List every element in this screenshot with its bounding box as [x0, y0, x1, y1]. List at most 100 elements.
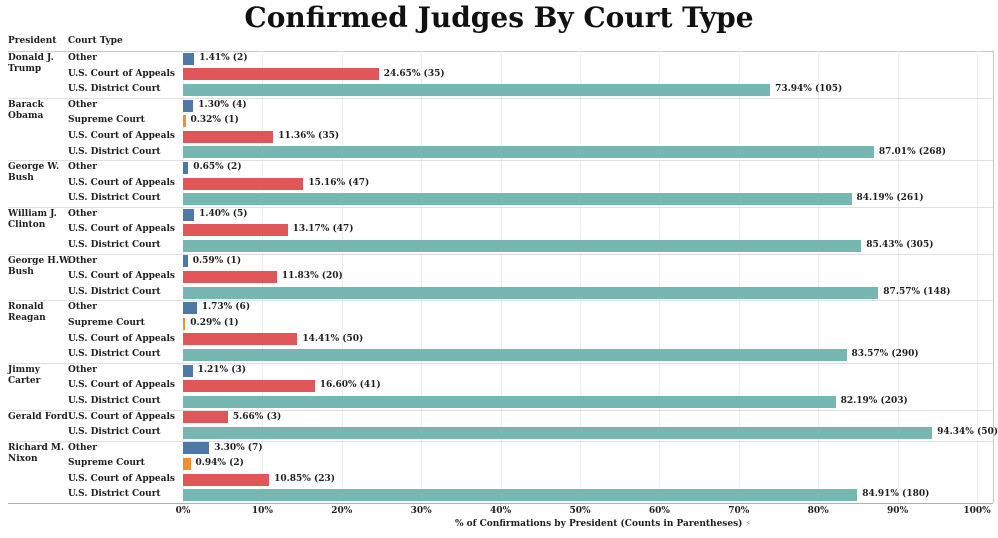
column-header-president: President: [8, 36, 57, 46]
x-axis-tick-label: 90%: [887, 506, 909, 516]
row-header-court-type: U.S. District Court: [68, 349, 161, 360]
bar[interactable]: [183, 130, 274, 143]
row-header-court-type: Supreme Court: [68, 318, 145, 328]
x-axis-tick-label: 40%: [490, 506, 512, 516]
bar[interactable]: [183, 177, 304, 190]
row-header-court-type: U.S. District Court: [68, 240, 161, 250]
gridline: [897, 51, 899, 503]
row-header-president: Donald J. Trump: [8, 53, 54, 74]
row-header-president: Barack Obama: [8, 99, 44, 121]
bar[interactable]: [183, 380, 315, 393]
bar[interactable]: [183, 115, 186, 128]
bar[interactable]: [183, 146, 874, 159]
row-header-court-type: U.S. District Court: [68, 286, 161, 297]
bar[interactable]: [183, 302, 197, 315]
row-header-court-type: U.S. Court of Appeals: [68, 177, 175, 188]
bar[interactable]: [183, 271, 277, 283]
bar[interactable]: [183, 239, 862, 252]
bar-value-label: 85.43% (305): [866, 240, 934, 250]
row-header-court-type: Supreme Court: [68, 458, 145, 469]
x-axis-title: % of Confirmations by President (Counts …: [203, 519, 998, 529]
row-header-president: George H.W. Bush: [8, 255, 71, 277]
gridline: [421, 51, 423, 503]
group-divider-line: [8, 362, 993, 364]
bar[interactable]: [183, 84, 771, 96]
header-divider-line: [8, 51, 993, 52]
row-header-court-type: Other: [68, 364, 98, 375]
x-axis-tick-label: 0%: [175, 506, 191, 516]
gridline: [580, 51, 581, 503]
row-header-court-type: U.S. District Court: [68, 395, 161, 406]
bar[interactable]: [183, 193, 852, 206]
bar-value-label: 10.85% (23): [274, 473, 336, 484]
sort-icon[interactable]: ⚡: [745, 519, 752, 528]
bar-value-label: 84.19% (261): [856, 193, 924, 204]
bar[interactable]: [183, 52, 195, 65]
bar[interactable]: [183, 208, 195, 221]
bar-value-label: 1.73% (6): [201, 302, 251, 313]
row-header-court-type: U.S. District Court: [68, 84, 161, 95]
row-header-president: Richard M. Nixon: [8, 442, 65, 464]
bar[interactable]: [183, 489, 858, 502]
row-header-court-type: U.S. Court of Appeals: [68, 271, 175, 282]
bar[interactable]: [183, 99, 194, 112]
row-header-court-type: Other: [68, 255, 98, 266]
chart-title: Confirmed Judges By Court Type: [244, 1, 754, 34]
bar[interactable]: [183, 348, 847, 361]
x-axis-tick-label: 100%: [963, 506, 991, 516]
bar-value-label: 0.65% (2): [193, 162, 242, 173]
bar[interactable]: [183, 255, 188, 268]
x-axis-tick-label: 30%: [410, 506, 432, 516]
gridline: [977, 51, 978, 503]
column-header-court-type: Court Type: [68, 36, 123, 46]
bar[interactable]: [183, 333, 298, 346]
bar-value-label: 1.21% (3): [197, 364, 246, 375]
bar[interactable]: [183, 364, 193, 377]
bar-value-label: 0.32% (1): [190, 115, 239, 126]
bar[interactable]: [183, 395, 836, 408]
gridline: [818, 51, 820, 503]
bar[interactable]: [183, 473, 270, 486]
bar-value-label: 84.91% (180): [862, 489, 930, 500]
bar-value-label: 11.83% (20): [281, 271, 343, 282]
row-header-court-type: Supreme Court: [68, 115, 145, 126]
bar-value-label: 24.65% (35): [383, 68, 445, 79]
x-axis-tick-label: 70%: [728, 506, 750, 516]
row-header-court-type: U.S. District Court: [68, 193, 161, 204]
bar[interactable]: [183, 224, 288, 237]
x-axis-tick-label: 50%: [569, 506, 591, 516]
row-header-president: Ronald Reagan: [8, 302, 46, 324]
bar[interactable]: [183, 458, 191, 470]
bar[interactable]: [183, 286, 879, 299]
bar-value-label: 82.19% (203): [840, 395, 908, 406]
bar[interactable]: [183, 161, 189, 174]
bar-value-label: 0.94% (2): [195, 458, 244, 469]
row-header-president: George W. Bush: [8, 162, 60, 184]
group-divider-line: [8, 206, 993, 208]
gridline: [738, 51, 740, 503]
group-divider-line: [8, 409, 993, 411]
bar-value-label: 94.34% (50): [937, 427, 998, 438]
bar-value-label: 73.94% (105): [775, 84, 843, 95]
gridline: [341, 51, 343, 503]
bar[interactable]: [183, 442, 210, 455]
group-divider-line: [8, 160, 993, 162]
x-axis-tick-label: 20%: [331, 506, 353, 516]
bar[interactable]: [183, 411, 228, 424]
row-header-court-type: U.S. Court of Appeals: [68, 380, 175, 391]
row-header-president: William J. Clinton: [8, 208, 57, 230]
bar-value-label: 87.01% (268): [878, 146, 947, 157]
bar-value-label: 1.40% (5): [199, 208, 248, 219]
row-header-court-type: U.S. District Court: [68, 489, 161, 500]
row-header-president: Jimmy Carter: [8, 364, 41, 386]
bar-value-label: 3.30% (7): [214, 442, 263, 453]
bar[interactable]: [183, 317, 186, 330]
bar-value-label: 1.41% (2): [199, 53, 248, 63]
row-header-court-type: Other: [68, 442, 98, 453]
bar[interactable]: [183, 68, 379, 81]
group-divider-line: [8, 300, 993, 302]
row-header-court-type: Other: [68, 208, 98, 219]
row-header-court-type: U.S. District Court: [68, 427, 161, 438]
gridline: [500, 51, 502, 503]
bar[interactable]: [183, 426, 933, 439]
